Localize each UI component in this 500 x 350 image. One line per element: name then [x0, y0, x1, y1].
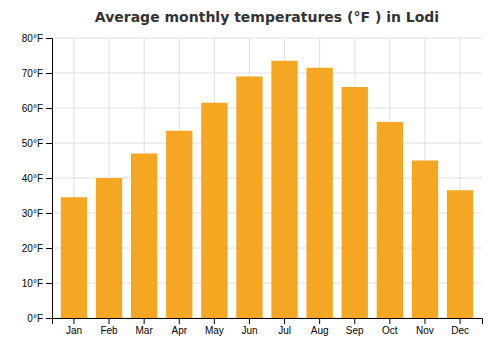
y-tick-mark — [46, 178, 52, 179]
bar — [201, 103, 227, 318]
y-tick-mark — [46, 213, 52, 214]
bar — [447, 190, 473, 318]
x-tick-mark — [284, 318, 285, 324]
bar — [96, 178, 122, 318]
x-tick: Jul — [278, 318, 291, 336]
bar — [377, 122, 403, 318]
x-tick-label: Jun — [241, 325, 257, 336]
x-tick-mark — [249, 318, 250, 324]
y-tick: 40°F — [22, 173, 52, 184]
bar — [271, 61, 297, 318]
x-tick-mark — [109, 318, 110, 324]
x-axis-line — [53, 319, 483, 325]
y-tick-mark — [46, 108, 52, 109]
y-axis-line — [46, 39, 53, 319]
y-tick-mark — [46, 318, 52, 319]
x-tick: Dec — [451, 318, 469, 336]
grid-line-y — [52, 38, 482, 39]
bar — [131, 154, 157, 319]
y-tick: 30°F — [22, 208, 52, 219]
x-tick-label: Dec — [451, 325, 469, 336]
y-tick-label: 70°F — [22, 68, 43, 79]
y-tick: 80°F — [22, 33, 52, 44]
bar — [236, 77, 262, 319]
x-tick-label: Jan — [66, 325, 82, 336]
y-tick-mark — [46, 73, 52, 74]
y-tick-mark — [46, 38, 52, 39]
x-tick-label: Feb — [100, 325, 118, 336]
grid — [52, 38, 482, 318]
x-tick-mark — [424, 318, 425, 324]
y-tick-label: 50°F — [22, 138, 43, 149]
x-tick: Jun — [241, 318, 257, 336]
bar — [306, 68, 332, 318]
y-tick: 20°F — [22, 243, 52, 254]
x-tick-label: Sep — [346, 325, 364, 336]
x-tick-label: Apr — [171, 325, 187, 336]
x-tick-mark — [179, 318, 180, 324]
y-tick-label: 20°F — [22, 243, 43, 254]
title: Average monthly temperatures (°F ) in Lo… — [95, 9, 439, 25]
y-tick-label: 40°F — [22, 173, 43, 184]
bar — [412, 161, 438, 319]
x-axis: Jan Feb Mar Apr May Jun Jul Aug Sep Oct Nov Dec — [53, 318, 483, 336]
x-tick: Mar — [136, 318, 154, 336]
x-tick-label: Aug — [311, 325, 329, 336]
x-tick: Nov — [416, 318, 434, 336]
x-tick: Apr — [171, 318, 187, 336]
y-tick: 10°F — [22, 278, 52, 289]
x-tick-label: Oct — [382, 325, 398, 336]
y-tick: 50°F — [22, 138, 52, 149]
grid-line-y — [52, 143, 482, 144]
chart: Average monthly temperatures (°F ) in Lo… — [0, 0, 500, 350]
x-tick-label: Mar — [136, 325, 154, 336]
x-tick: Feb — [100, 318, 118, 336]
bar — [61, 197, 87, 318]
x-tick-mark — [73, 318, 74, 324]
y-tick-mark — [46, 283, 52, 284]
x-tick-label: May — [205, 325, 224, 336]
x-tick-label: Nov — [416, 325, 434, 336]
x-tick-mark — [214, 318, 215, 324]
y-tick-label: 0°F — [27, 313, 43, 324]
x-tick: May — [205, 318, 224, 336]
x-tick-mark — [144, 318, 145, 324]
x-tick: Oct — [382, 318, 398, 336]
bars — [61, 61, 473, 318]
x-tick-label: Jul — [278, 325, 291, 336]
x-tick-mark — [389, 318, 390, 324]
grid-line-y — [52, 108, 482, 109]
x-tick-mark — [319, 318, 320, 324]
y-tick-label: 60°F — [22, 103, 43, 114]
y-tick-label: 10°F — [22, 278, 43, 289]
y-axis: 0°F 10°F 20°F 30°F 40°F 50°F 60°F 70°F 80°F — [22, 33, 53, 324]
y-tick: 60°F — [22, 103, 52, 114]
x-tick: Jan — [66, 318, 82, 336]
x-tick: Sep — [346, 318, 364, 336]
bar — [342, 87, 368, 318]
y-tick-mark — [46, 143, 52, 144]
y-tick: 0°F — [27, 313, 52, 324]
x-tick: Aug — [311, 318, 329, 336]
x-tick-mark — [460, 318, 461, 324]
bar — [166, 131, 192, 318]
plot: 0°F 10°F 20°F 30°F 40°F 50°F 60°F 70°F 80°F Jan Fe… — [22, 33, 483, 336]
y-tick: 70°F — [22, 68, 52, 79]
x-tick-mark — [354, 318, 355, 324]
y-tick-mark — [46, 248, 52, 249]
y-tick-label: 80°F — [22, 33, 43, 44]
y-tick-label: 30°F — [22, 208, 43, 219]
grid-line-y — [52, 73, 482, 74]
